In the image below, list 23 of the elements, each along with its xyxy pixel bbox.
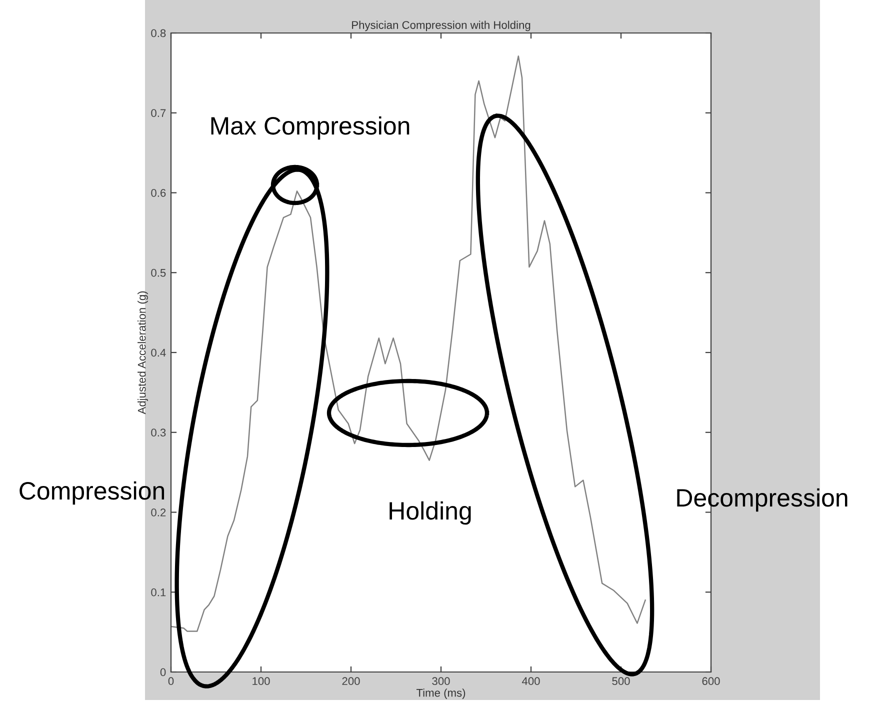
text: Compression (20, 481, 164, 505)
x-tick-label: 600 (702, 677, 720, 686)
x-tick-label: 500 (612, 677, 630, 686)
y-tick-label: 0 (160, 668, 166, 676)
line-series (171, 56, 646, 632)
y-tick-label: 0.5 (151, 268, 166, 277)
x-tick-label: 300 (432, 677, 450, 686)
y-tick-label: 0.2 (151, 508, 166, 516)
x-tick-label: 0 (168, 677, 174, 686)
annotation: Holding (390, 501, 471, 525)
y-tick-label: 0.7 (151, 109, 166, 118)
y-tick-label: 0.4 (151, 348, 166, 357)
chart-title: Physician Compression with Holding (352, 20, 530, 32)
y-tick-label: 0.3 (151, 428, 166, 437)
annotation: Max Compression (211, 116, 410, 140)
y-tick-label: 0.6 (151, 189, 166, 197)
x-tick-label: 400 (522, 677, 540, 686)
x-tick-label: 200 (342, 677, 360, 686)
x-tick-label: 100 (252, 677, 270, 686)
y-tick-label: 0.8 (151, 29, 166, 38)
y-axis-title: Adjusted Acceleration (g) (138, 291, 148, 414)
x-axis-title: Time (ms) (416, 688, 466, 699)
y-tick-label: 0.1 (151, 588, 166, 596)
